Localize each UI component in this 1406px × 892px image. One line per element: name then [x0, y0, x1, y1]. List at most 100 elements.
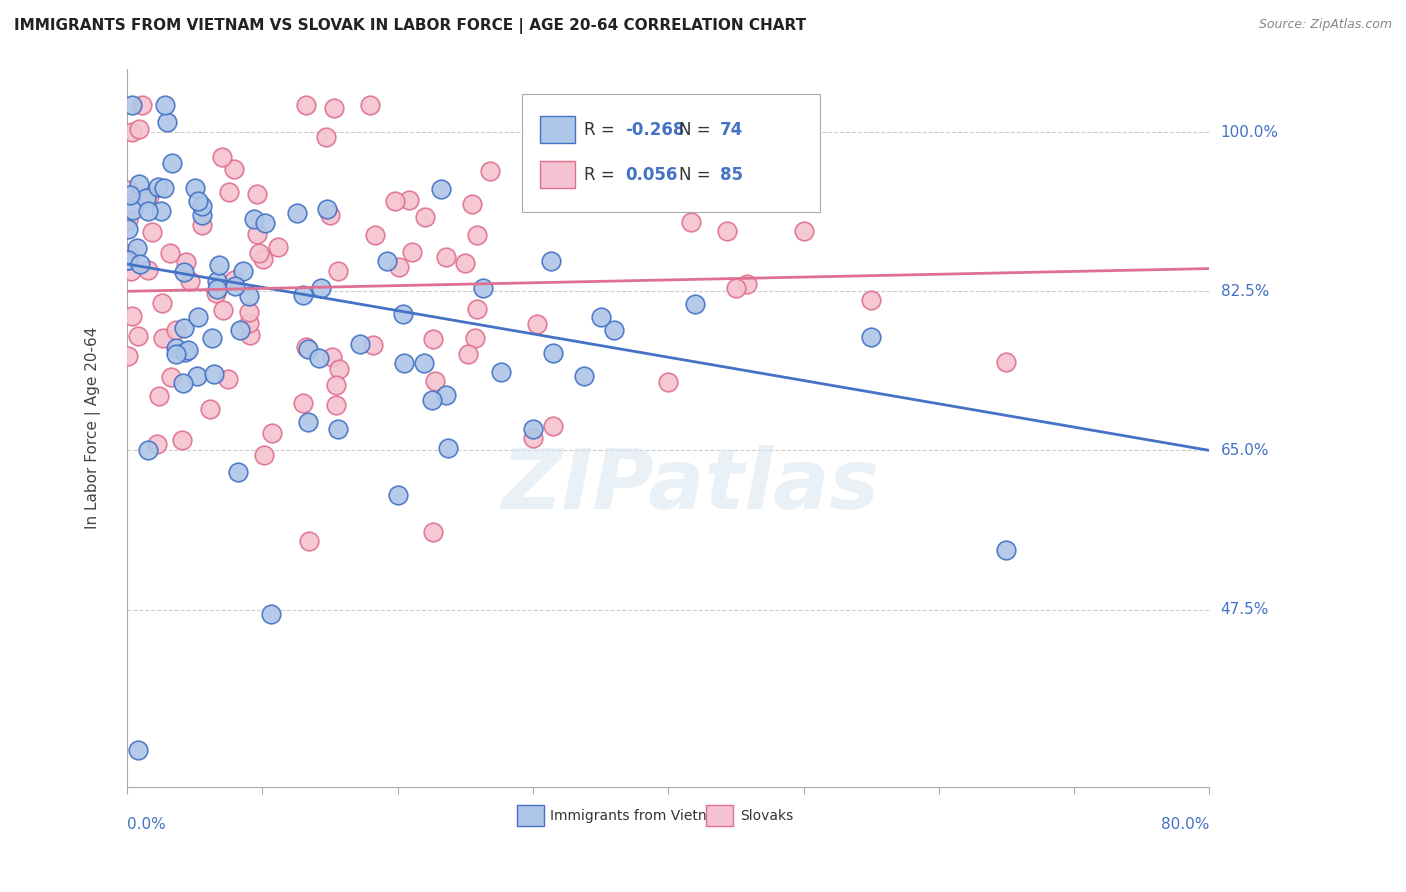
Point — [141, 225, 163, 239]
Point — [681, 215, 703, 229]
Point — [162, 156, 184, 170]
Point — [159, 245, 181, 260]
Point — [211, 150, 233, 164]
Point — [434, 250, 457, 264]
Point — [297, 415, 319, 429]
Point — [217, 372, 239, 386]
Point — [135, 190, 157, 204]
Point — [238, 305, 260, 319]
Point — [184, 181, 207, 195]
Point — [160, 370, 183, 384]
Point — [117, 253, 139, 268]
Point — [148, 389, 170, 403]
Point — [472, 281, 495, 295]
Point — [117, 349, 139, 363]
Point — [150, 203, 173, 218]
Text: ZIPatlas: ZIPatlas — [501, 444, 879, 525]
FancyBboxPatch shape — [516, 805, 544, 826]
Point — [294, 340, 316, 354]
Point — [325, 377, 347, 392]
Point — [242, 212, 264, 227]
Point — [860, 293, 883, 308]
Point — [461, 196, 484, 211]
Point — [205, 274, 228, 288]
Point — [262, 426, 284, 441]
Point — [328, 362, 350, 376]
Point — [148, 180, 170, 194]
Point — [205, 285, 228, 300]
Point — [388, 260, 411, 274]
Point — [422, 332, 444, 346]
Point — [165, 341, 187, 355]
Point — [860, 330, 883, 344]
Text: Source: ZipAtlas.com: Source: ZipAtlas.com — [1258, 18, 1392, 31]
Point — [224, 278, 246, 293]
Text: 82.5%: 82.5% — [1220, 284, 1268, 299]
Text: N =: N = — [679, 120, 716, 138]
Point — [121, 310, 143, 324]
Point — [295, 98, 318, 112]
Point — [174, 254, 197, 268]
Point — [325, 398, 347, 412]
Point — [145, 437, 167, 451]
Point — [464, 330, 486, 344]
Point — [253, 216, 276, 230]
Point — [218, 185, 240, 199]
Point — [603, 323, 626, 337]
Point — [136, 204, 159, 219]
Point — [136, 262, 159, 277]
Point — [422, 524, 444, 539]
Point — [328, 421, 350, 435]
Point — [292, 396, 315, 410]
Text: 47.5%: 47.5% — [1220, 602, 1268, 617]
Point — [122, 203, 145, 218]
Point — [127, 743, 149, 757]
Point — [246, 227, 269, 241]
Point — [995, 355, 1018, 369]
Point — [127, 240, 149, 254]
Point — [724, 280, 747, 294]
Point — [392, 356, 415, 370]
Point — [118, 188, 141, 202]
Point — [319, 208, 342, 222]
Text: N =: N = — [679, 166, 716, 184]
Point — [437, 441, 460, 455]
Point — [434, 388, 457, 402]
Point — [212, 302, 235, 317]
Point — [153, 98, 176, 112]
Point — [316, 202, 339, 216]
Point — [679, 186, 702, 201]
Text: Immigrants from Vietnam: Immigrants from Vietnam — [550, 808, 728, 822]
Point — [205, 282, 228, 296]
Point — [716, 224, 738, 238]
Text: R =: R = — [583, 166, 620, 184]
Point — [315, 129, 337, 144]
Point — [387, 488, 409, 502]
Point — [150, 295, 173, 310]
Point — [478, 163, 501, 178]
Point — [131, 98, 153, 112]
Point — [208, 258, 231, 272]
Point — [117, 253, 139, 268]
Text: 65.0%: 65.0% — [1220, 443, 1270, 458]
Point — [190, 199, 212, 213]
Point — [173, 345, 195, 359]
Point — [222, 273, 245, 287]
Point — [792, 224, 814, 238]
Y-axis label: In Labor Force | Age 20-64: In Labor Force | Age 20-64 — [86, 326, 101, 529]
Point — [391, 307, 413, 321]
Point — [398, 194, 420, 208]
Point — [425, 374, 447, 388]
Point — [165, 323, 187, 337]
Point — [247, 246, 270, 260]
Point — [202, 367, 225, 381]
Point — [121, 98, 143, 112]
Point — [238, 316, 260, 330]
Text: 85: 85 — [720, 166, 744, 184]
Point — [198, 402, 221, 417]
Point — [187, 310, 209, 325]
Point — [321, 351, 343, 365]
Point — [384, 194, 406, 208]
Point — [186, 194, 208, 209]
Point — [457, 347, 479, 361]
